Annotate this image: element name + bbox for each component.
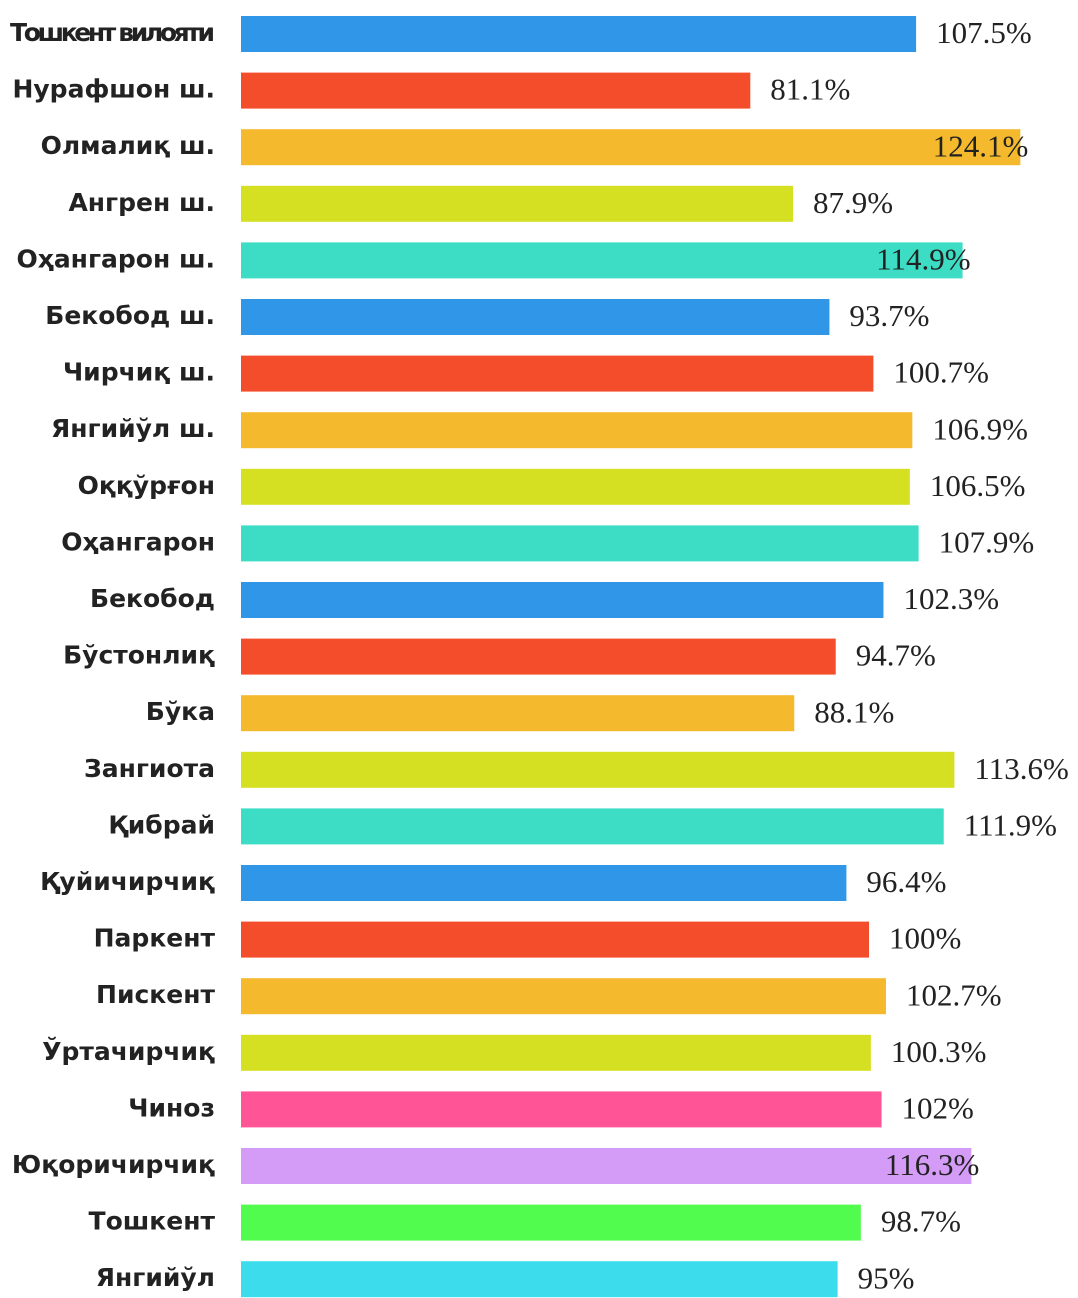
value-label: 95% xyxy=(858,1260,915,1295)
value-label: 93.7% xyxy=(849,298,929,333)
value-label: 81.1% xyxy=(770,72,850,107)
category-label: Юқоричирчиқ xyxy=(12,1150,215,1179)
category-label: Нурафшон ш. xyxy=(12,75,215,104)
bar xyxy=(241,525,919,562)
category-label: Тошкент xyxy=(89,1207,216,1236)
value-label: 106.5% xyxy=(930,468,1026,503)
category-label: Бўстонлиқ xyxy=(63,641,215,670)
value-label: 107.5% xyxy=(936,15,1032,50)
bar xyxy=(241,299,830,335)
category-label: Бекобод ш. xyxy=(45,301,215,330)
value-label: 113.6% xyxy=(974,751,1068,786)
category-label: Чирчиқ ш. xyxy=(63,358,215,387)
category-label: Ўртачирчиқ xyxy=(42,1037,215,1066)
value-label: 88.1% xyxy=(814,694,894,729)
category-label: Оҳангарон xyxy=(61,527,215,556)
value-label: 100.7% xyxy=(893,355,989,390)
category-label: Қуйичирчиқ xyxy=(40,867,215,896)
category-label: Бекобод xyxy=(90,584,215,613)
category-label: Олмалиқ ш. xyxy=(41,131,215,160)
bar xyxy=(241,242,963,279)
bar xyxy=(241,16,917,52)
value-label: 114.9% xyxy=(876,242,970,277)
value-label: 124.1% xyxy=(933,128,1029,163)
bar xyxy=(241,978,886,1015)
category-label: Оққўрғон xyxy=(78,471,215,500)
value-label: 100.3% xyxy=(891,1034,987,1069)
value-label: 107.9% xyxy=(939,525,1035,560)
bar xyxy=(241,355,874,392)
bar xyxy=(241,129,1021,166)
bar xyxy=(241,582,884,618)
bar xyxy=(241,468,910,505)
category-label: Тошкент вилояти xyxy=(10,18,215,47)
value-label: 102.3% xyxy=(903,581,999,616)
value-label: 96.4% xyxy=(866,864,946,899)
category-label: Ангрен ш. xyxy=(68,188,215,217)
bar xyxy=(241,751,955,788)
category-label: Пискент xyxy=(96,980,215,1009)
category-label: Чиноз xyxy=(128,1093,215,1122)
bar xyxy=(241,1034,871,1071)
bar xyxy=(241,1091,882,1128)
bar xyxy=(241,1204,861,1241)
value-label: 100% xyxy=(889,921,961,956)
value-label: 106.9% xyxy=(932,411,1028,446)
value-label: 87.9% xyxy=(813,185,893,220)
value-label: 98.7% xyxy=(881,1204,961,1239)
value-label: 94.7% xyxy=(856,638,936,673)
category-label: Янгийўл ш. xyxy=(51,414,215,443)
bar xyxy=(241,808,944,845)
value-label: 102% xyxy=(902,1091,974,1126)
bar xyxy=(241,1148,972,1184)
value-label: 111.9% xyxy=(964,808,1057,843)
category-label: Янгийўл xyxy=(96,1263,215,1292)
bar xyxy=(241,1261,838,1298)
bar xyxy=(241,921,869,958)
category-label: Қибрай xyxy=(108,810,215,839)
bar xyxy=(241,72,751,109)
value-label: 116.3% xyxy=(885,1147,979,1182)
category-label: Оҳангарон ш. xyxy=(16,244,215,273)
category-label: Бўка xyxy=(146,697,215,726)
bar xyxy=(241,185,794,222)
value-label: 102.7% xyxy=(906,977,1002,1012)
bar xyxy=(241,638,836,675)
bar xyxy=(241,412,913,449)
bar xyxy=(241,865,847,901)
bar xyxy=(241,695,795,732)
category-label: Паркент xyxy=(94,924,216,953)
category-label: Зангиота xyxy=(84,754,215,783)
